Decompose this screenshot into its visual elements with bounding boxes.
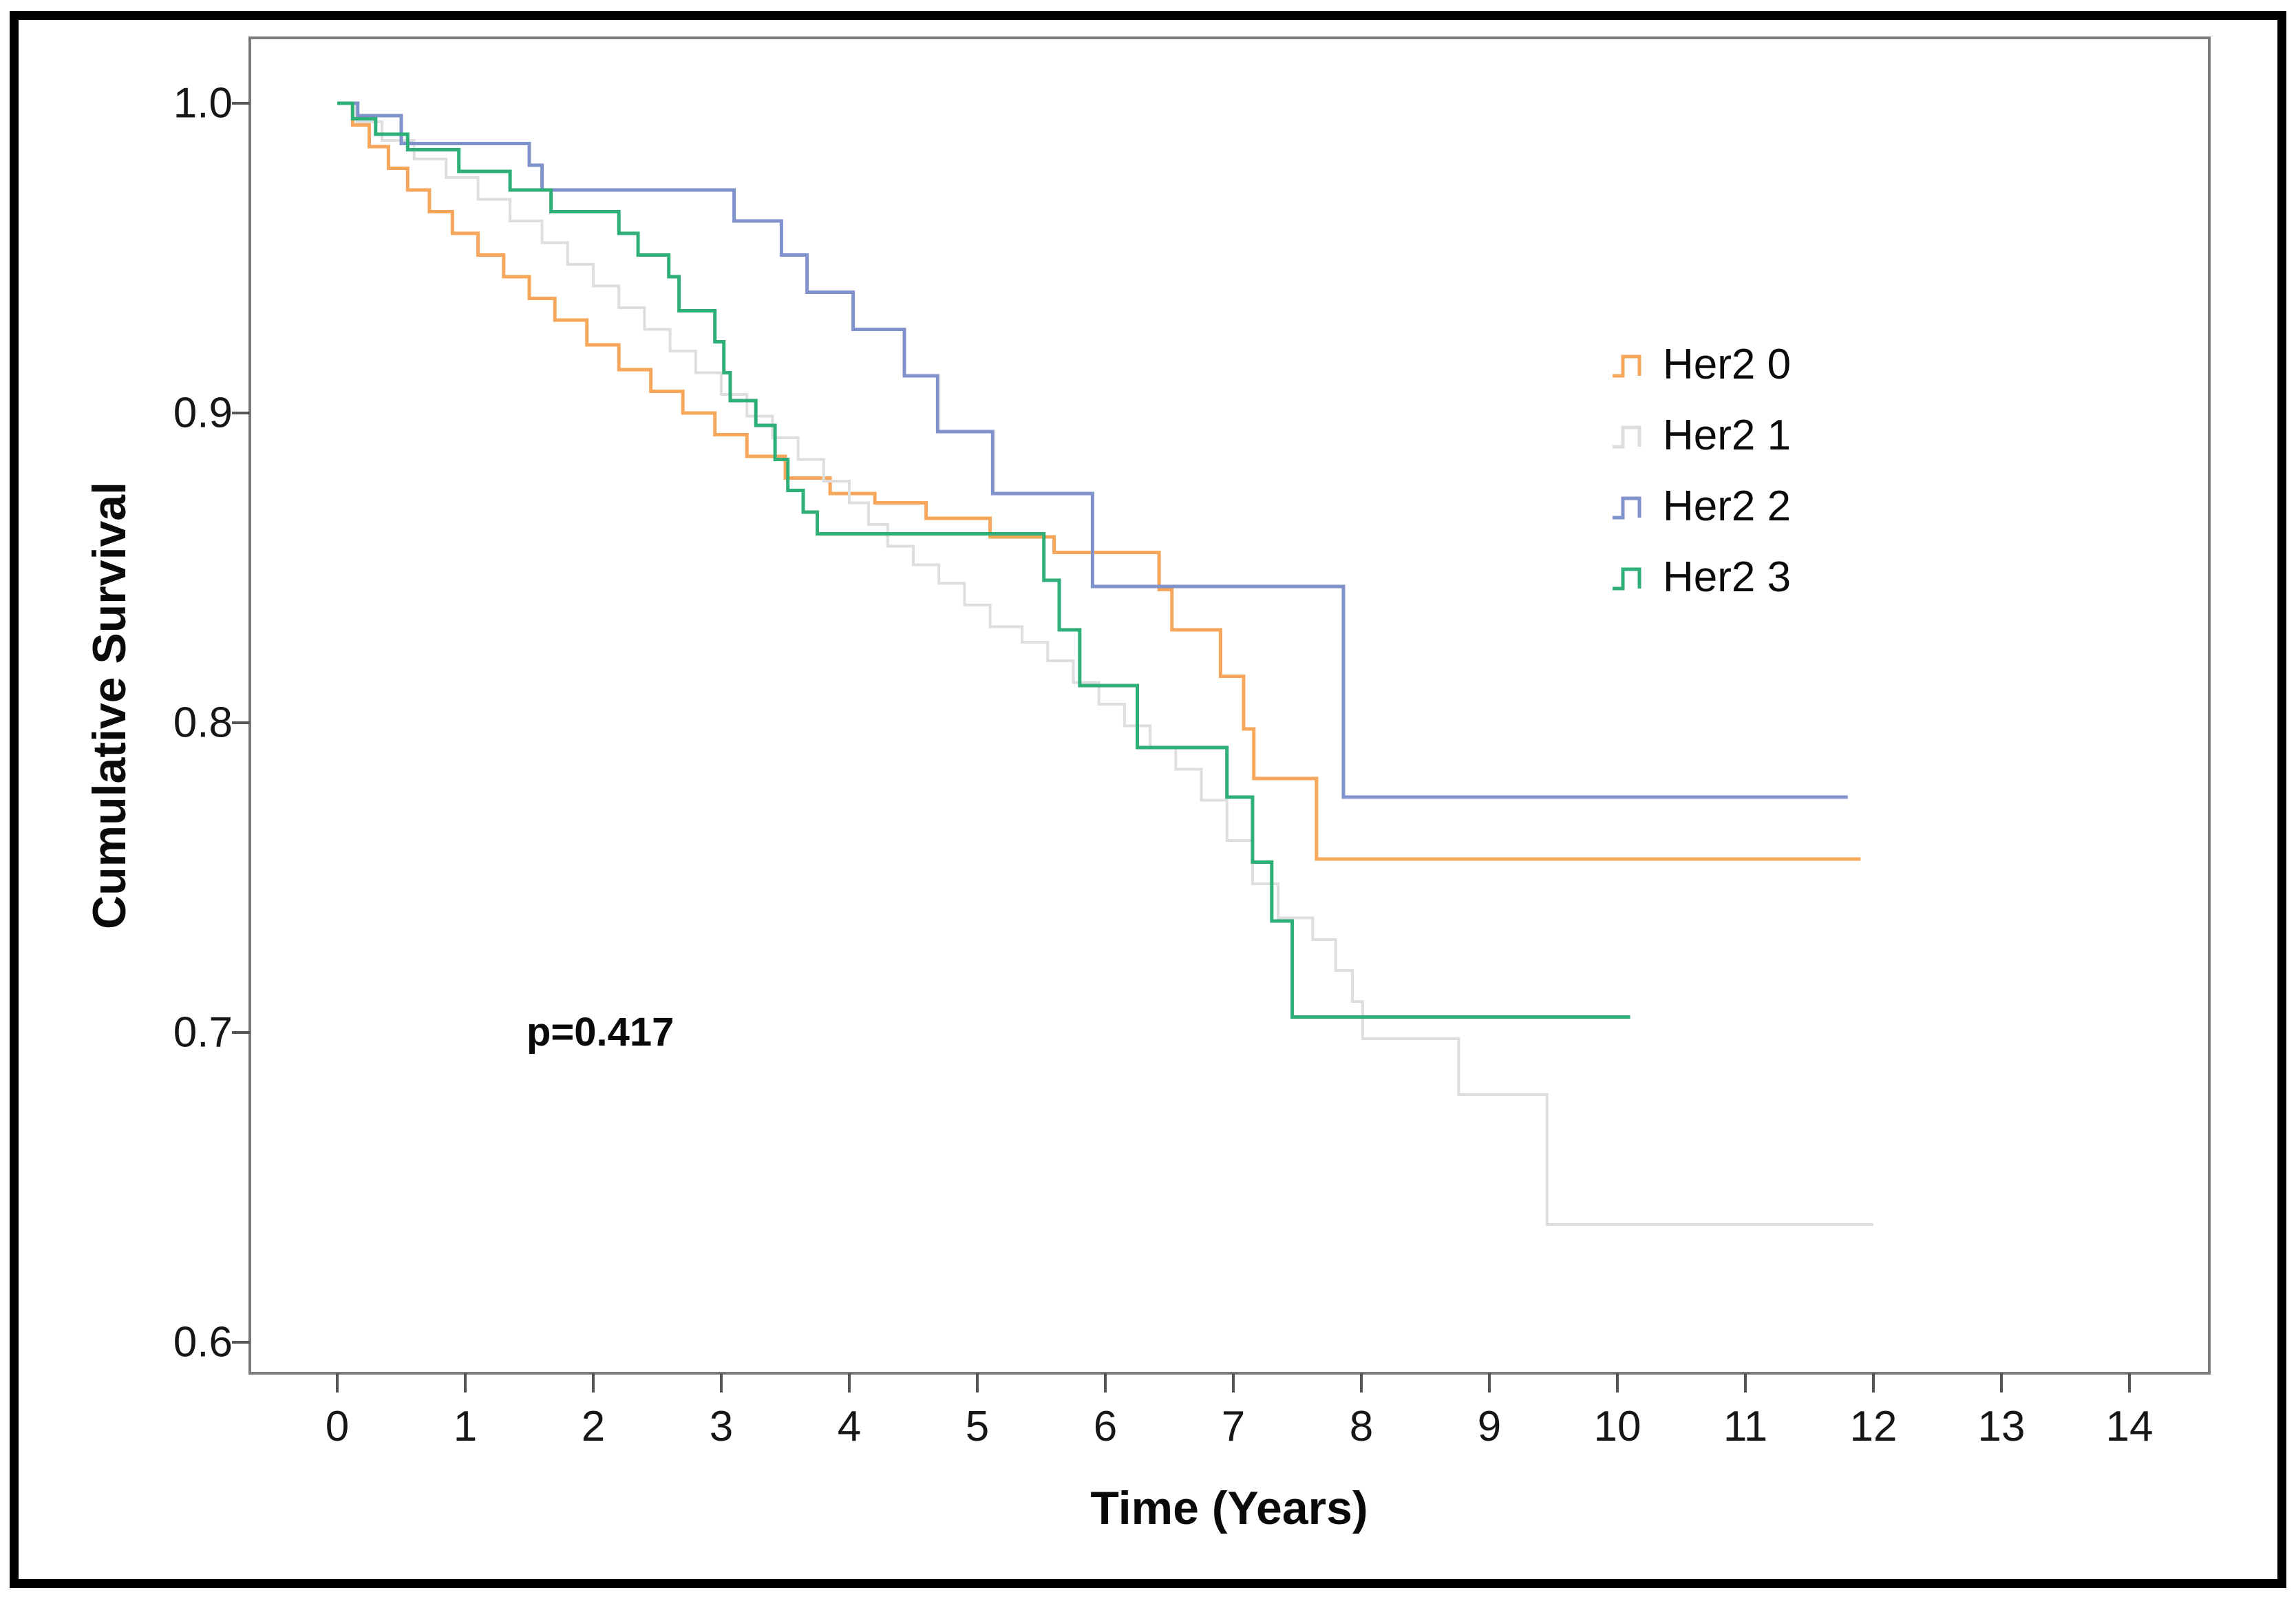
x-tick-label: 3 [709, 1403, 734, 1450]
legend-item: Her2 3 [1611, 542, 1791, 613]
x-tick-label: 0 [325, 1403, 350, 1450]
survival-curve-her2-2 [337, 101, 1848, 799]
y-tick-label: 0.8 [173, 699, 233, 747]
survival-curve-her2-0 [337, 101, 1861, 861]
legend: Her2 0 Her2 1 Her2 2 Her2 3 [1611, 329, 1791, 613]
legend-label: Her2 3 [1663, 553, 1792, 601]
legend-step-icon [1613, 567, 1641, 590]
y-tick-label: 0.9 [173, 389, 233, 437]
x-tick-label: 5 [965, 1403, 990, 1450]
x-tick-label: 2 [581, 1403, 606, 1450]
x-tick-label: 6 [1093, 1403, 1118, 1450]
x-tick-label: 11 [1723, 1403, 1768, 1450]
legend-label: Her2 0 [1663, 341, 1792, 388]
x-tick-label: 13 [1977, 1403, 2026, 1450]
x-tick-label: 7 [1221, 1403, 1246, 1450]
legend-label: Her2 1 [1663, 412, 1792, 459]
survival-curve-her2-3 [337, 101, 1630, 1019]
legend-label: Her2 2 [1663, 483, 1792, 530]
y-tick-label: 1.0 [173, 79, 233, 127]
x-tick-label: 9 [1477, 1403, 1502, 1450]
x-tick-label: 8 [1349, 1403, 1374, 1450]
y-tick-label: 0.7 [173, 1008, 233, 1057]
x-axis-title: Time (Years) [1090, 1482, 1368, 1534]
legend-step-icon [1613, 496, 1641, 519]
y-tick-label: 0.6 [173, 1318, 233, 1366]
plot-area-border [248, 36, 2211, 1375]
p-value-annotation: p=0.417 [527, 1010, 674, 1055]
legend-item: Her2 0 [1611, 329, 1791, 400]
x-tick-label: 10 [1593, 1403, 1641, 1450]
x-tick-label: 12 [1849, 1403, 1898, 1450]
legend-step-icon [1613, 354, 1641, 377]
legend-step-icon [1613, 425, 1641, 448]
x-tick-label: 14 [2105, 1403, 2154, 1450]
legend-item: Her2 2 [1611, 471, 1791, 542]
legend-item: Her2 1 [1611, 400, 1791, 471]
x-tick-label: 4 [837, 1403, 862, 1450]
survival-curve-her2-1 [337, 102, 1873, 1226]
x-tick-label: 1 [453, 1403, 478, 1450]
